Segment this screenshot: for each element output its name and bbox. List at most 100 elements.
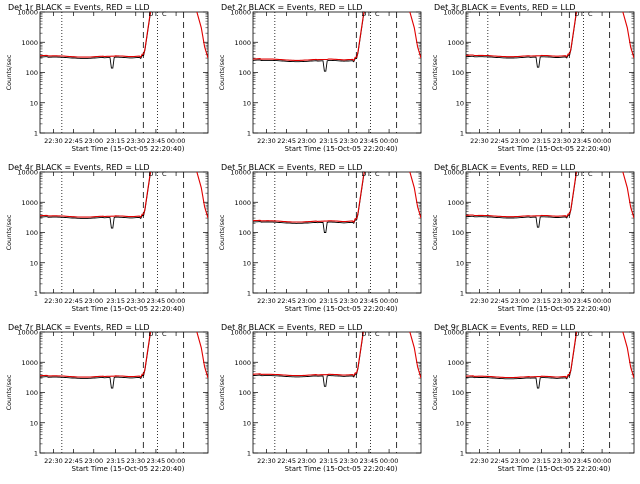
y-tick-label: 1000	[21, 39, 38, 47]
panel-det-4: Det 4r BLACK = Events, RED = LLD 1 10 100 10…	[5, 163, 209, 313]
x-tick-label: 22:30	[470, 457, 489, 465]
panel-title: Det 9r BLACK = Events, RED = LLD	[434, 323, 576, 332]
series-lld-line	[466, 332, 634, 379]
x-tick-label: 22:30	[470, 137, 489, 145]
y-tick-label: 100	[452, 229, 464, 237]
plot-frame	[465, 11, 635, 134]
x-tick-label: 23:15	[106, 137, 125, 145]
y-tick-label: 10	[456, 419, 464, 427]
series-events-line	[466, 172, 578, 228]
x-tick-label: 23:30	[339, 457, 358, 465]
x-tick-label: 23:15	[106, 297, 125, 305]
annotation-marker-c: C	[375, 170, 380, 178]
x-tick-label: 22:30	[257, 457, 276, 465]
panel-title: Det 1r BLACK = Events, RED = LLD	[8, 3, 150, 12]
panel-det-9: Det 9r BLACK = Events, RED = LLD 1 10 100 10…	[431, 323, 635, 473]
series-events-line	[40, 172, 152, 229]
x-tick-label: 22:45	[277, 137, 296, 145]
x-axis-label: Start Time (15-Oct-05 22:20:40)	[72, 145, 185, 153]
x-tick-label: 23:30	[126, 297, 145, 305]
y-tick-label: 1000	[21, 199, 38, 207]
x-tick-label: 00:00	[380, 457, 399, 465]
x-tick-label: 22:45	[490, 137, 509, 145]
y-tick-label: 10	[243, 99, 251, 107]
y-tick-label: 100	[26, 389, 38, 397]
plot-frame	[39, 11, 209, 134]
panel-title: Det 3r BLACK = Events, RED = LLD	[434, 3, 576, 12]
x-tick-label: 23:30	[126, 457, 145, 465]
series-events-line	[253, 172, 366, 233]
y-tick-label: 10000	[17, 9, 38, 17]
x-tick-label: 22:30	[470, 297, 489, 305]
x-tick-label: 00:00	[167, 137, 186, 145]
y-axis-label: Counts/sec	[5, 214, 13, 250]
annotation-marker-c: C	[588, 10, 593, 18]
panel-det-8: Det 8r BLACK = Events, RED = LLD 1 10 100 10…	[218, 323, 422, 473]
x-tick-label: 23:00	[84, 297, 103, 305]
y-tick-label: 1	[460, 130, 464, 138]
y-tick-label: 1000	[447, 199, 464, 207]
plot-frame	[252, 331, 422, 454]
y-tick-label: 1	[247, 130, 251, 138]
x-axis-label: Start Time (15-Oct-05 22:20:40)	[285, 145, 398, 153]
annotation-marker-c: C	[375, 10, 380, 18]
x-tick-label: 23:00	[297, 137, 316, 145]
series-events-line	[40, 12, 152, 69]
x-tick-label: 23:15	[532, 297, 551, 305]
y-tick-label: 10	[456, 259, 464, 267]
x-tick-label: 00:00	[167, 297, 186, 305]
x-tick-label: 23:30	[339, 297, 358, 305]
x-tick-label: 23:45	[573, 137, 592, 145]
annotation-marker-d: D	[361, 10, 366, 18]
x-axis-label: Start Time (15-Oct-05 22:20:40)	[498, 465, 611, 473]
x-tick-label: 23:15	[319, 297, 338, 305]
y-tick-label: 10000	[230, 169, 251, 177]
x-axis-label: Start Time (15-Oct-05 22:20:40)	[498, 305, 611, 313]
plot-frame	[39, 331, 209, 454]
series-events-line	[466, 332, 578, 389]
x-tick-label: 23:15	[319, 137, 338, 145]
panel-det-2: Det 2r BLACK = Events, RED = LLD 1 10 100 10…	[218, 3, 422, 153]
x-tick-label: 22:45	[64, 137, 83, 145]
y-tick-label: 10	[456, 99, 464, 107]
y-tick-label: 100	[26, 229, 38, 237]
x-tick-label: 23:45	[147, 137, 166, 145]
x-tick-label: 23:45	[147, 457, 166, 465]
y-tick-label: 10	[30, 259, 38, 267]
y-tick-label: 1	[247, 450, 251, 458]
x-tick-label: 23:45	[147, 297, 166, 305]
x-tick-label: 22:45	[64, 297, 83, 305]
y-axis-label: Counts/sec	[431, 54, 439, 90]
panel-title: Det 4r BLACK = Events, RED = LLD	[8, 163, 150, 172]
y-tick-label: 10	[243, 419, 251, 427]
x-tick-label: 23:00	[510, 137, 529, 145]
series-lld-line	[40, 12, 208, 59]
y-tick-label: 1000	[21, 359, 38, 367]
y-tick-label: 1	[460, 450, 464, 458]
x-axis-label: Start Time (15-Oct-05 22:20:40)	[72, 465, 185, 473]
x-tick-label: 22:30	[44, 297, 63, 305]
panel-title: Det 2r BLACK = Events, RED = LLD	[221, 3, 363, 12]
x-tick-label: 23:15	[532, 457, 551, 465]
x-tick-label: 23:30	[552, 137, 571, 145]
x-tick-label: 22:30	[257, 297, 276, 305]
x-tick-label: 22:45	[277, 297, 296, 305]
panel-title: Det 5r BLACK = Events, RED = LLD	[221, 163, 363, 172]
y-tick-label: 1000	[447, 39, 464, 47]
x-axis-label: Start Time (15-Oct-05 22:20:40)	[285, 305, 398, 313]
panel-title: Det 7r BLACK = Events, RED = LLD	[8, 323, 150, 332]
x-tick-label: 23:30	[339, 137, 358, 145]
x-tick-label: 23:00	[297, 297, 316, 305]
x-tick-label: 00:00	[593, 297, 612, 305]
y-axis-label: Counts/sec	[5, 374, 13, 410]
x-tick-label: 23:45	[573, 457, 592, 465]
y-tick-label: 100	[239, 69, 251, 77]
y-tick-label: 1	[34, 290, 38, 298]
y-tick-label: 1	[34, 130, 38, 138]
annotation-marker-c: C	[162, 330, 167, 338]
x-axis-label: Start Time (15-Oct-05 22:20:40)	[498, 145, 611, 153]
annotation-marker-d: D	[574, 170, 579, 178]
x-tick-label: 22:45	[277, 457, 296, 465]
annotation-marker-d: D	[361, 330, 366, 338]
